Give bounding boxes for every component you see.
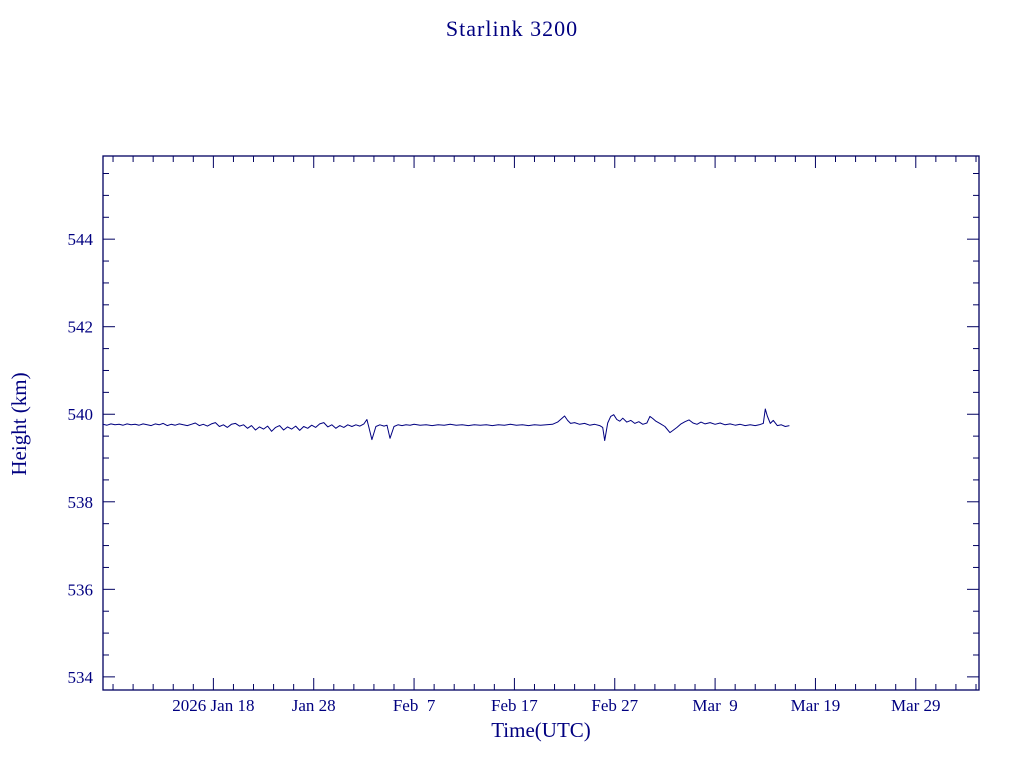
x-tick-label: Mar 19 <box>791 696 841 715</box>
y-tick-label: 538 <box>68 493 94 512</box>
y-tick-label: 536 <box>68 580 94 599</box>
height-data-line <box>102 408 790 441</box>
y-tick-label: 540 <box>68 405 94 424</box>
y-tick-label: 542 <box>68 318 94 337</box>
chart-title: Starlink 3200 <box>445 16 579 41</box>
x-tick-label: Mar 9 <box>692 696 737 715</box>
y-tick-label: 534 <box>68 668 94 687</box>
plot-frame <box>102 155 980 691</box>
x-tick-label: Feb 7 <box>393 696 436 715</box>
x-tick-label: Feb 17 <box>491 696 538 715</box>
x-tick-label: Mar 29 <box>891 696 941 715</box>
x-tick-label: 2026 Jan 18 <box>172 696 254 715</box>
x-tick-label: Jan 28 <box>292 696 336 715</box>
x-axis-label: Time(UTC) <box>491 718 591 742</box>
y-tick-label: 544 <box>68 230 94 249</box>
x-tick-label: Feb 27 <box>591 696 638 715</box>
